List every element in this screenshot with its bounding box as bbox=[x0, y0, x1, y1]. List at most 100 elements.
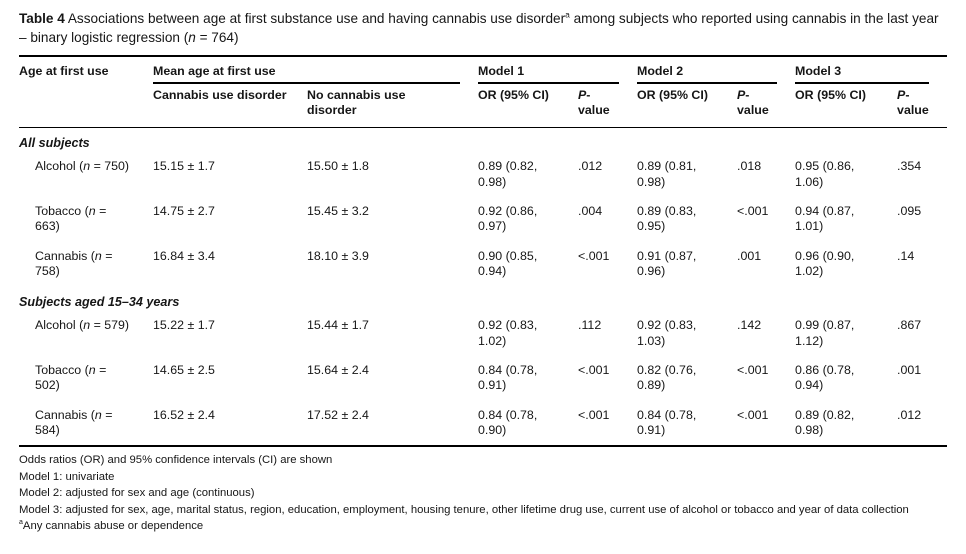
p-italic: P bbox=[737, 87, 746, 102]
row-label: Alcohol ( bbox=[35, 318, 84, 333]
section-header-all-subjects: All subjects bbox=[19, 127, 947, 152]
header-row-subcolumns: Cannabis use disorder No cannabis use di… bbox=[19, 83, 948, 128]
mean-cud-cell: 14.75 ± 2.7 bbox=[153, 204, 215, 219]
col-header-cud: Cannabis use disorder bbox=[153, 83, 307, 128]
footnote-text: Odds ratios (OR) and 95% confidence inte… bbox=[19, 454, 333, 467]
footnote-text: Model 2: adjusted for sex and age (conti… bbox=[19, 487, 255, 500]
mean-no-cud-cell: 18.10 ± 3.9 bbox=[307, 248, 369, 263]
model1-p-cell: .012 bbox=[578, 159, 603, 174]
footnote-marker: a bbox=[19, 519, 23, 527]
row-label-count: = 579) bbox=[90, 318, 130, 333]
footnote-cannabis-definition: aAny cannabis abuse or dependence bbox=[19, 518, 947, 534]
table-row-tobacco-all: Tobacco (n = 663) 14.75 ± 2.7 15.45 ± 3.… bbox=[19, 197, 947, 242]
footnote-or-ci: Odds ratios (OR) and 95% confidence inte… bbox=[19, 452, 947, 468]
model3-p-cell: .867 bbox=[897, 318, 922, 333]
table-caption-text-2: among subjects who reported using cannab… bbox=[19, 11, 939, 46]
row-label-count: = 758) bbox=[35, 248, 113, 279]
model2-p-cell: .142 bbox=[737, 318, 762, 333]
table-caption-n: n bbox=[188, 30, 196, 46]
model2-p-cell: .001 bbox=[737, 248, 762, 263]
model1-or-cell: 0.92 (0.86, 0.97) bbox=[478, 204, 538, 234]
model1-or-cell: 0.90 (0.85, 0.94) bbox=[478, 248, 538, 279]
mean-cud-cell: 15.15 ± 1.7 bbox=[153, 159, 215, 174]
row-label-cell: Tobacco (n = 663) bbox=[19, 197, 153, 242]
model1-or-cell: 0.84 (0.78, 0.90) bbox=[478, 407, 538, 438]
row-label-count: = 502) bbox=[35, 362, 107, 393]
model3-or-cell: 0.89 (0.82, 0.98) bbox=[795, 407, 855, 438]
col-group-model-3: Model 3 bbox=[795, 56, 947, 84]
mean-no-cud-cell: 17.52 ± 2.4 bbox=[307, 407, 369, 422]
model3-p-cell: .14 bbox=[897, 248, 915, 263]
model1-p-cell: .112 bbox=[578, 318, 602, 333]
row-label-cell: Cannabis (n = 584) bbox=[19, 401, 153, 447]
results-table: Age at first use Mean age at first use M… bbox=[19, 54, 948, 448]
col-group-model-2: Model 2 bbox=[637, 56, 795, 84]
col-header-no-cud: No cannabis use disorder bbox=[307, 83, 479, 128]
row-label: Tobacco ( bbox=[35, 362, 89, 377]
col-group-mean-age: Mean age at first use bbox=[153, 56, 478, 84]
model3-p-cell: .012 bbox=[897, 407, 922, 422]
row-label: Cannabis ( bbox=[35, 248, 95, 263]
footnote-model-2: Model 2: adjusted for sex and age (conti… bbox=[19, 485, 947, 501]
model2-or-cell: 0.84 (0.78, 0.91) bbox=[637, 407, 697, 438]
row-label: Tobacco ( bbox=[35, 204, 89, 219]
model2-or-cell: 0.92 (0.83, 1.03) bbox=[637, 318, 697, 348]
model2-p-cell: <.001 bbox=[737, 362, 769, 377]
row-label-n: n bbox=[94, 248, 102, 263]
model1-p-cell: .004 bbox=[578, 204, 603, 219]
row-label-n: n bbox=[83, 159, 91, 174]
section-header-label: Subjects aged 15–34 years bbox=[19, 294, 180, 309]
model2-or-cell: 0.89 (0.81, 0.98) bbox=[637, 159, 697, 189]
table-footnotes: Odds ratios (OR) and 95% confidence inte… bbox=[19, 452, 947, 534]
row-label-cell: Cannabis (n = 758) bbox=[19, 242, 153, 287]
p-italic: P bbox=[578, 87, 587, 102]
row-label-cell: Tobacco (n = 502) bbox=[19, 356, 153, 401]
col-header-or-ci-m1: OR (95% CI) bbox=[478, 83, 579, 128]
mean-cud-cell: 16.84 ± 3.4 bbox=[153, 248, 215, 263]
table-caption-text-1: Associations between age at first substa… bbox=[64, 11, 566, 26]
model-2-label: Model 2 bbox=[637, 64, 778, 84]
model3-or-cell: 0.95 (0.86, 1.06) bbox=[795, 159, 855, 189]
p-rest: -value bbox=[897, 87, 929, 118]
paper-table-figure: Table 4 Associations between age at firs… bbox=[19, 9, 948, 534]
model1-p-cell: <.001 bbox=[578, 248, 610, 263]
table-caption-text-3: = 764) bbox=[195, 30, 239, 46]
model2-or-cell: 0.89 (0.83, 0.95) bbox=[637, 204, 697, 234]
model3-or-cell: 0.96 (0.90, 1.02) bbox=[795, 248, 855, 279]
section-header-aged-15-34: Subjects aged 15–34 years bbox=[19, 287, 947, 312]
row-label-count: = 750) bbox=[90, 159, 130, 174]
row-label-count: = 663) bbox=[35, 204, 107, 234]
model1-or-cell: 0.84 (0.78, 0.91) bbox=[478, 362, 538, 393]
mean-no-cud-cell: 15.64 ± 2.4 bbox=[307, 362, 369, 377]
model-3-label: Model 3 bbox=[795, 64, 930, 84]
row-label-n: n bbox=[94, 407, 102, 422]
col-group-model-1: Model 1 bbox=[478, 56, 637, 84]
table-header: Age at first use Mean age at first use M… bbox=[19, 55, 948, 128]
mean-no-cud-cell: 15.44 ± 1.7 bbox=[307, 318, 369, 333]
footnote-model-1: Model 1: univariate bbox=[19, 469, 947, 485]
model-1-label: Model 1 bbox=[478, 64, 620, 84]
model2-p-cell: <.001 bbox=[737, 204, 769, 219]
footnote-text: Model 1: univariate bbox=[19, 470, 115, 483]
row-label-cell: Alcohol (n = 750) bbox=[19, 152, 153, 197]
table-caption: Table 4 Associations between age at firs… bbox=[19, 9, 947, 48]
col-header-p-m3: P-value bbox=[897, 83, 948, 128]
mean-cud-cell: 16.52 ± 2.4 bbox=[153, 407, 215, 422]
section-header-label: All subjects bbox=[19, 135, 90, 150]
table-row-tobacco-15-34: Tobacco (n = 502) 14.65 ± 2.5 15.64 ± 2.… bbox=[19, 356, 947, 401]
model3-or-cell: 0.94 (0.87, 1.01) bbox=[795, 204, 855, 234]
row-label: Cannabis ( bbox=[35, 407, 95, 422]
model2-or-cell: 0.91 (0.87, 0.96) bbox=[637, 248, 697, 279]
model3-or-cell: 0.86 (0.78, 0.94) bbox=[795, 362, 855, 393]
p-rest: -value bbox=[737, 87, 769, 118]
model1-p-cell: <.001 bbox=[578, 407, 610, 422]
p-rest: -value bbox=[578, 87, 610, 118]
row-label-n: n bbox=[88, 362, 96, 377]
model3-p-cell: .001 bbox=[897, 362, 922, 377]
table-row-cannabis-all: Cannabis (n = 758) 16.84 ± 3.4 18.10 ± 3… bbox=[19, 242, 947, 287]
model2-or-cell: 0.82 (0.76, 0.89) bbox=[637, 362, 697, 393]
p-italic: P bbox=[897, 87, 906, 102]
mean-cud-cell: 15.22 ± 1.7 bbox=[153, 318, 215, 333]
model3-p-cell: .095 bbox=[897, 204, 922, 219]
col-header-p-m2: P-value bbox=[737, 83, 796, 128]
